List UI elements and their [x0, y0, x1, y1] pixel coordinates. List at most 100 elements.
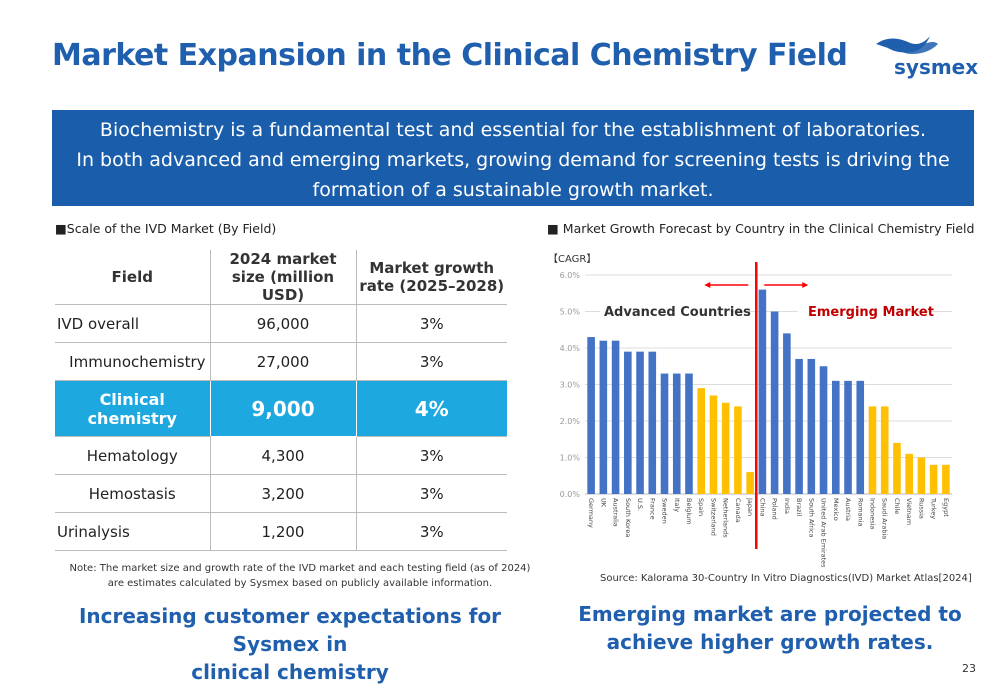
bar-egypt [942, 464, 950, 494]
x-tick-label: Italy [673, 498, 681, 512]
conclusion-line: achieve higher growth rates. [606, 630, 934, 654]
y-tick-label: 5.0% [560, 308, 581, 317]
x-tick-label: Netherlands [722, 498, 730, 538]
x-tick-label: Australia [612, 498, 620, 527]
svg-text:sysmex: sysmex [894, 55, 978, 79]
ivd-scale-label: ■Scale of the IVD Market (By Field) [55, 221, 277, 236]
bar-china [758, 289, 767, 494]
table-row: Hemostasis 3,200 3% [55, 474, 507, 513]
table-row: Hematology 4,300 3% [55, 436, 507, 475]
cell-rate: 3% [356, 512, 507, 551]
x-tick-label: Indonesia [868, 498, 876, 529]
table-note: Note: The market size and growth rate of… [60, 561, 540, 591]
cell-size: 27,000 [209, 342, 357, 381]
conclusion-line: clinical chemistry [191, 660, 389, 684]
x-tick-label: Brazil [795, 498, 803, 516]
bar-switzerland [709, 395, 718, 494]
x-tick-label: Sweden [661, 498, 669, 524]
x-tick-label: UK [599, 498, 607, 508]
annotation-bg [798, 300, 908, 322]
arrow-right-head [802, 282, 809, 288]
y-axis-label: 【CAGR】 [548, 253, 596, 265]
banner-line: Biochemistry is a fundamental test and e… [99, 119, 927, 141]
y-tick-label: 6.0% [560, 271, 581, 280]
sysmex-logo: sysmex [876, 36, 978, 79]
bar-united-arab-emirates [819, 366, 828, 494]
bar-poland [770, 311, 779, 494]
x-tick-label: France [648, 498, 656, 520]
x-tick-label: Spain [697, 498, 705, 516]
cell-rate: 3% [356, 304, 507, 343]
arrow-left-head [704, 282, 711, 288]
x-tick-label: India [783, 498, 791, 514]
y-tick-label: 4.0% [560, 344, 581, 353]
x-tick-label: Egypt [942, 498, 950, 517]
bar-belgium [685, 373, 693, 494]
cell-size: 1,200 [209, 512, 357, 551]
note-line: are estimates calculated by Sysmex based… [107, 578, 493, 589]
cell-size: 3,200 [209, 474, 357, 513]
x-tick-label: Russia [917, 498, 925, 519]
bar-france [648, 351, 657, 494]
header-size: 2024 market size (million USD) [209, 250, 357, 305]
table-row: Immunochemistry 27,000 3% [55, 342, 507, 381]
x-tick-label: Canada [734, 498, 742, 523]
bar-germany [587, 337, 595, 494]
bar-russia [917, 457, 926, 494]
growth-forecast-label: ■ Market Growth Forecast by Country in t… [547, 221, 975, 236]
y-tick-label: 2.0% [560, 417, 581, 426]
x-tick-label: Romania [856, 498, 864, 526]
bar-vietnam [905, 453, 913, 494]
cell-rate: 3% [356, 474, 507, 513]
conclusion-line: Increasing customer expectations for Sys… [78, 604, 502, 656]
bar-uk [599, 340, 608, 494]
bar-brazil [795, 358, 803, 494]
x-tick-label: South Korea [624, 498, 632, 537]
banner-line: In both advanced and emerging markets, g… [76, 149, 950, 171]
x-tick-label: Belgium [685, 498, 693, 525]
x-tick-label: U.S. [636, 498, 644, 511]
bar-australia [611, 340, 620, 494]
annotation-bg [600, 300, 730, 322]
x-tick-label: Mexico [832, 498, 840, 521]
y-tick-label: 3.0% [560, 381, 581, 390]
bar-austria [844, 380, 852, 494]
bar-spain [697, 388, 706, 494]
annotation-emerging: Emerging Market [808, 305, 934, 320]
cell-field: Hematology [55, 436, 210, 475]
cell-field: IVD overall [55, 304, 210, 343]
x-tick-label: Germany [587, 498, 595, 528]
cell-field: Hemostasis [55, 474, 210, 513]
bar-italy [672, 373, 681, 494]
bar-chile [893, 442, 901, 494]
header-rate: Market growth rate (2025–2028) [356, 250, 507, 305]
ivd-market-table: Field 2024 market size (million USD) Mar… [55, 250, 507, 551]
x-tick-label: Chile [893, 498, 901, 514]
table-row: IVD overall 96,000 3% [55, 304, 507, 343]
x-tick-label: Vietnam [905, 498, 913, 525]
right-conclusion: Emerging market are projected to achieve… [560, 600, 980, 656]
x-tick-label: Switzerland [709, 498, 717, 536]
x-tick-label: China [758, 498, 766, 517]
x-tick-label: Poland [771, 498, 779, 520]
x-tick-label: Turkey [930, 497, 938, 519]
bar-south-korea [624, 351, 632, 494]
y-tick-label: 1.0% [560, 454, 581, 463]
bar-sweden [660, 373, 669, 494]
bar-netherlands [721, 402, 730, 494]
cell-rate: 3% [356, 436, 507, 475]
y-tick-label: 0.0% [560, 490, 581, 499]
x-tick-label: Saudi Arabia [881, 498, 889, 539]
chart-source: Source: Kalorama 30-Country In Vitro Dia… [600, 573, 972, 584]
cell-field: Clinical chemistry [55, 380, 210, 437]
note-line: Note: The market size and growth rate of… [69, 563, 531, 574]
bar-south-africa [807, 358, 816, 494]
header-field: Field [55, 250, 210, 305]
bar-turkey [929, 464, 938, 494]
cell-size: 9,000 [209, 380, 357, 437]
cell-field: Immunochemistry [55, 342, 210, 381]
conclusion-line: Emerging market are projected to [578, 602, 962, 626]
page-title: Market Expansion in the Clinical Chemist… [52, 38, 848, 73]
annotation-advanced: Advanced Countries [604, 305, 751, 320]
